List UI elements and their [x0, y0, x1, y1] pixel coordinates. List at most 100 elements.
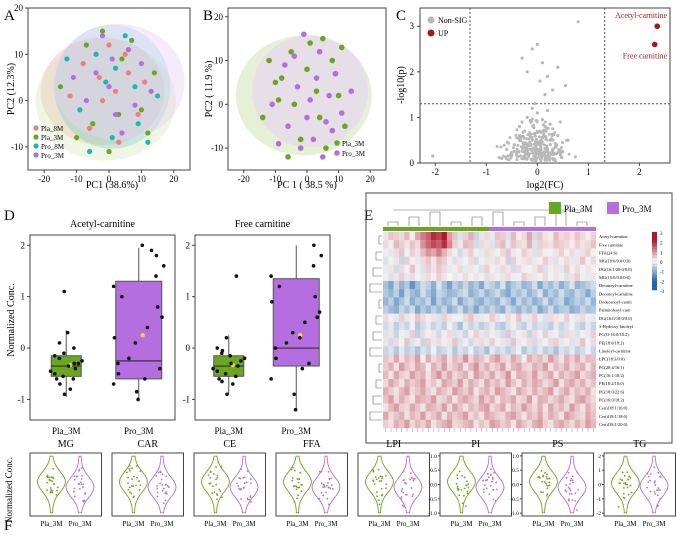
point-non-sig — [548, 143, 552, 147]
heatmap-cell — [553, 313, 559, 323]
heatmap-cell — [430, 379, 437, 388]
point-pla_3m — [307, 40, 313, 46]
point-non-sig — [534, 151, 538, 155]
violin-title-car: CAR — [137, 439, 158, 450]
violin-point — [482, 479, 485, 482]
heatmap-cell — [393, 297, 400, 306]
heatmap-cell — [585, 379, 591, 388]
heatmap-cell — [494, 395, 501, 404]
violin-point — [49, 487, 52, 489]
heatmap-cell — [457, 272, 464, 282]
heatmap-cell — [532, 256, 538, 265]
violin-point — [457, 488, 460, 490]
point-non-sig — [530, 138, 534, 142]
heatmap-cell — [468, 272, 474, 282]
heatmap-cell — [516, 379, 522, 388]
heatmap-cell — [585, 419, 591, 429]
heatmap-cell — [494, 305, 501, 314]
heatmap-cell — [505, 272, 511, 282]
y-tick-label: 2 — [598, 454, 601, 460]
heatmap-cell — [489, 248, 496, 257]
heatmap-cell — [441, 419, 448, 429]
violin-point — [385, 487, 387, 490]
heatmap-cell — [468, 289, 474, 298]
colorbar-segment — [652, 249, 657, 253]
heatmap-cell — [521, 321, 527, 331]
heatmap-cell — [558, 240, 565, 249]
heatmap-cell — [494, 321, 501, 331]
heatmap-cell — [409, 289, 416, 298]
point-pla_8m — [112, 88, 119, 94]
point-pro_8m — [77, 107, 83, 113]
violin-point — [212, 473, 215, 475]
heatmap-cell — [580, 370, 586, 380]
violin-point — [164, 499, 167, 502]
heatmap-cell — [516, 387, 522, 396]
point-pla_3m — [297, 136, 304, 143]
heatmap-cell — [494, 370, 501, 380]
box-point — [111, 284, 116, 289]
heatmap-cell — [500, 395, 506, 404]
heatmap-cell — [553, 346, 559, 355]
heatmap-cell — [569, 354, 575, 363]
point-non-sig — [547, 156, 551, 160]
heatmap-cell — [468, 297, 474, 306]
heatmap-cell — [462, 379, 469, 388]
heatmap-cell — [521, 411, 527, 421]
heatmap-cell — [430, 338, 437, 347]
heatmap-cell — [516, 232, 522, 241]
violin-point — [296, 497, 298, 500]
y-tick-label: -1 — [18, 394, 26, 404]
colorbar-tick-label: -3 — [660, 290, 665, 295]
heatmap-cell — [521, 232, 527, 241]
heatmap-cell — [590, 403, 597, 412]
point-non-sig — [512, 149, 516, 153]
heatmap-cell — [489, 330, 496, 339]
heatmap-cell — [452, 232, 458, 241]
heatmap-cell — [558, 248, 565, 257]
violin-point — [542, 475, 544, 478]
heatmap-cell — [532, 297, 538, 306]
heatmap-cell — [537, 281, 543, 290]
violin-point — [209, 470, 212, 473]
point-non-sig — [522, 154, 526, 158]
heatmap-cell — [430, 370, 437, 380]
heatmap-cell — [420, 272, 426, 282]
heatmap-cell — [462, 313, 469, 323]
heatmap-cell — [537, 313, 543, 323]
heatmap-cell — [494, 240, 501, 249]
row-label: 3-Hydroxy-linoleyl — [599, 324, 634, 329]
violin-point — [492, 498, 495, 501]
point-non-sig — [558, 153, 562, 157]
heatmap-cell — [452, 362, 458, 372]
row-label: PC(18:0/22:6) — [599, 389, 625, 394]
panel-letter-c: C — [396, 8, 406, 24]
point-non-sig — [529, 157, 533, 161]
heatmap-cell — [510, 338, 517, 347]
heatmap-cell — [462, 281, 469, 290]
violin-point — [328, 503, 330, 506]
heatmap-cell — [558, 379, 565, 388]
violin-point — [243, 482, 246, 485]
heatmap-cell — [489, 297, 496, 306]
y-tick-label: 0 — [186, 343, 191, 353]
violin-point — [488, 493, 491, 496]
heatmap-cell — [398, 362, 405, 372]
heatmap-cell — [473, 289, 480, 298]
heatmap-cell — [548, 362, 554, 372]
box-point — [215, 369, 220, 373]
annotation-acetyl-carnitine: Acetyl-carnitine — [615, 11, 667, 20]
y-tick-label: 0.5 — [430, 468, 437, 474]
point-non-sig — [530, 135, 534, 139]
y-tick-label: 0 — [598, 483, 601, 489]
heatmap-cell — [516, 272, 522, 282]
heatmap-cell — [388, 289, 394, 298]
heatmap-cell — [505, 289, 511, 298]
heatmap-cell — [569, 346, 575, 355]
heatmap-cell — [393, 256, 400, 265]
heatmap-cell — [383, 379, 389, 388]
heatmap-cell — [430, 264, 437, 274]
violin-point — [628, 475, 631, 478]
heatmap-cell — [510, 379, 517, 388]
x-tick-label: 10 — [137, 174, 147, 184]
